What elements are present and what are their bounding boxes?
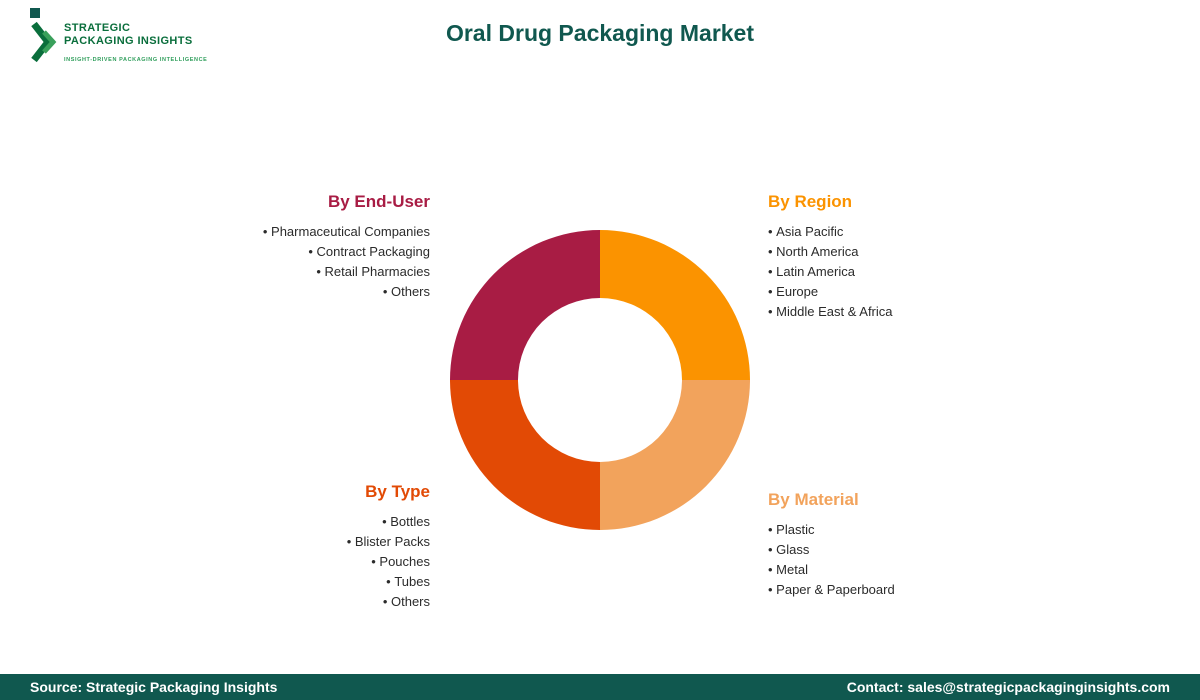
donut-slice-type xyxy=(450,380,600,530)
list-item: Paper & Paperboard xyxy=(768,580,1078,600)
page-title: Oral Drug Packaging Market xyxy=(445,20,755,46)
logo-text: STRATEGIC PACKAGING INSIGHTS INSIGHT-DRI… xyxy=(64,8,207,63)
list-item: Bottles xyxy=(120,512,430,532)
segment-list-end-user: Pharmaceutical Companies Contract Packag… xyxy=(120,222,430,302)
segment-section-type: By Type Bottles Blister Packs Pouches Tu… xyxy=(120,482,430,612)
list-item: Blister Packs xyxy=(120,532,430,552)
segment-heading-region: By Region xyxy=(768,192,853,211)
list-item: Pouches xyxy=(120,552,430,572)
list-item: Contract Packaging xyxy=(120,242,430,262)
list-item: North America xyxy=(768,242,1078,262)
segment-list-region: Asia Pacific North America Latin America… xyxy=(768,222,1078,322)
logo-name-line1: STRATEGIC xyxy=(64,22,131,34)
list-item: Europe xyxy=(768,282,1078,302)
donut-slice-region xyxy=(600,230,750,380)
double-chevron-arrow-icon xyxy=(30,8,57,63)
segment-list-material: Plastic Glass Metal Paper & Paperboard xyxy=(768,520,1078,600)
segment-section-region: By Region Asia Pacific North America Lat… xyxy=(768,192,1078,322)
logo-name-line2: PACKAGING INSIGHTS xyxy=(64,35,193,47)
segment-heading-end-user: By End-User xyxy=(327,192,430,211)
logo: STRATEGIC PACKAGING INSIGHTS INSIGHT-DRI… xyxy=(30,8,207,70)
donut-slice-material xyxy=(600,380,750,530)
segment-heading-type: By Type xyxy=(365,482,430,501)
donut-slice-end-user xyxy=(450,230,600,380)
donut-chart xyxy=(450,230,750,530)
footer-bar: Source: Strategic Packaging Insights Con… xyxy=(0,674,1200,700)
list-item: Plastic xyxy=(768,520,1078,540)
footer-source: Source: Strategic Packaging Insights xyxy=(30,679,278,695)
list-item: Others xyxy=(120,282,430,302)
segment-list-type: Bottles Blister Packs Pouches Tubes Othe… xyxy=(120,512,430,612)
segment-section-end-user: By End-User Pharmaceutical Companies Con… xyxy=(120,192,430,302)
segment-heading-material: By Material xyxy=(768,490,859,509)
list-item: Middle East & Africa xyxy=(768,302,1078,322)
list-item: Tubes xyxy=(120,572,430,592)
list-item: Pharmaceutical Companies xyxy=(120,222,430,242)
list-item: Latin America xyxy=(768,262,1078,282)
list-item: Glass xyxy=(768,540,1078,560)
footer-contact: Contact: sales@strategicpackaginginsight… xyxy=(846,679,1170,695)
list-item: Asia Pacific xyxy=(768,222,1078,242)
donut-chart-svg xyxy=(450,230,750,530)
list-item: Metal xyxy=(768,560,1078,580)
list-item: Retail Pharmacies xyxy=(120,262,431,282)
logo-tagline: INSIGHT-DRIVEN PACKAGING INTELLIGENCE xyxy=(64,57,208,63)
segment-section-material: By Material Plastic Glass Metal Paper & … xyxy=(768,490,1078,600)
list-item: Others xyxy=(120,592,430,612)
